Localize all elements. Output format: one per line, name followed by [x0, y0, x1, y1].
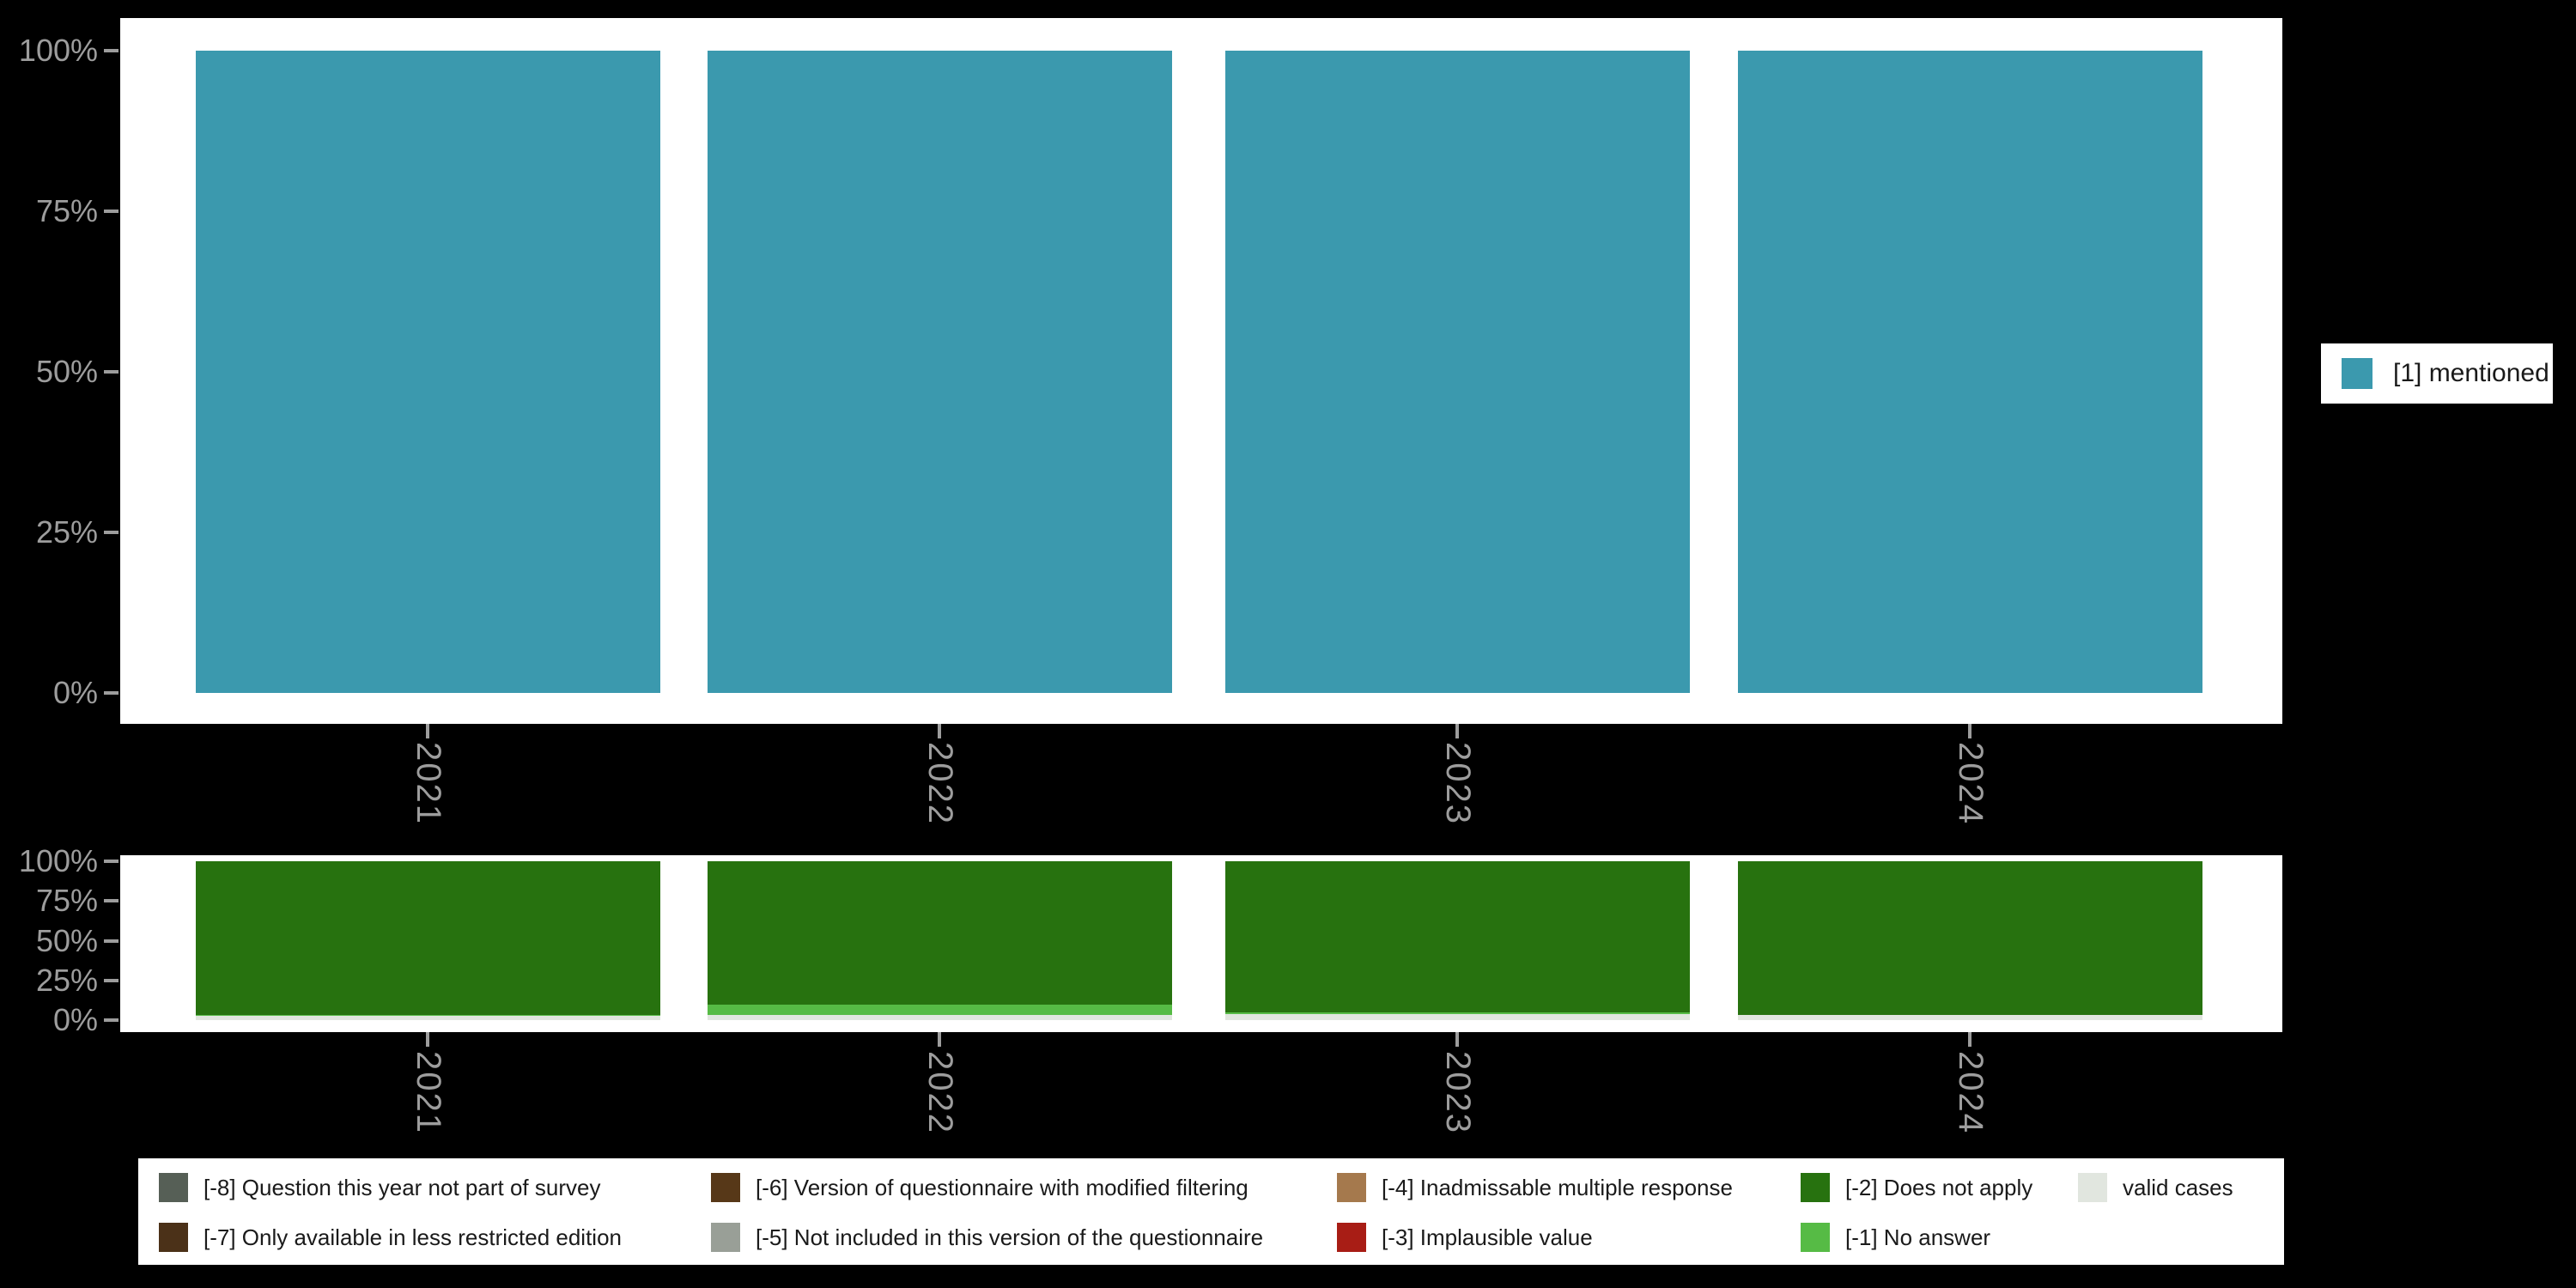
- seg-2021-valid-cases: [196, 1016, 660, 1020]
- m7-swatch: [159, 1223, 188, 1252]
- missing-xlabel-2021: 2021: [410, 1051, 447, 1134]
- top-ytickmark-50: [104, 370, 118, 374]
- m4-swatch: [1337, 1173, 1366, 1202]
- seg-2022-valid-cases: [708, 1015, 1172, 1020]
- m3-swatch: [1337, 1223, 1366, 1252]
- stack-2024: [1738, 861, 2202, 1020]
- top-plot-area: [120, 51, 2282, 693]
- seg-2024-valid-cases: [1738, 1014, 2202, 1020]
- missing-xtickmark-2021: [426, 1032, 429, 1047]
- m8-swatch: [159, 1173, 188, 1202]
- m6-label: [-6] Version of questionnaire with modif…: [756, 1174, 1249, 1200]
- missing-xlabel-2022: 2022: [921, 1051, 959, 1134]
- m3-label: [-3] Implausible value: [1382, 1224, 1593, 1250]
- top-ytickmark-100: [104, 49, 118, 52]
- legend-item-m2: [-2] Does not apply: [1801, 1172, 2032, 1203]
- legend-item-m6: [-6] Version of questionnaire with modif…: [711, 1172, 1249, 1203]
- mentioned-legend-label: [1] mentioned: [2393, 359, 2549, 387]
- stack-2023: [1225, 861, 1690, 1020]
- missing-xtickmark-2023: [1455, 1032, 1459, 1047]
- top-ytick-75: 75%: [35, 193, 98, 228]
- top-xtickmark-2021: [426, 724, 429, 738]
- seg-2021-no-answer: [196, 1014, 660, 1017]
- valid-swatch: [2078, 1173, 2107, 1202]
- stack-2022: [708, 861, 1172, 1020]
- top-ytick-50: 50%: [35, 354, 98, 389]
- m4-label: [-4] Inadmissable multiple response: [1382, 1174, 1733, 1200]
- legend-item-m5: [-5] Not included in this version of the…: [711, 1222, 1263, 1253]
- missing-ytick-100: 100%: [18, 843, 98, 878]
- m5-swatch: [711, 1223, 740, 1252]
- missing-ytick-25: 25%: [35, 963, 98, 998]
- seg-2021-does-not-apply: [196, 861, 660, 1015]
- valid-label: valid cases: [2123, 1174, 2233, 1200]
- top-ytickmark-25: [104, 531, 118, 534]
- legend-item-m8: [-8] Question this year not part of surv…: [159, 1172, 600, 1203]
- top-xtickmark-2023: [1455, 724, 1459, 738]
- top-xlabel-2021: 2021: [410, 742, 447, 825]
- m7-label: [-7] Only available in less restricted e…: [204, 1224, 623, 1250]
- legend-item-valid: valid cases: [2078, 1172, 2233, 1203]
- m1-label: [-1] No answer: [1845, 1224, 1991, 1250]
- top-ytick-100: 100%: [18, 33, 98, 68]
- top-xtickmark-2024: [1968, 724, 1971, 738]
- m1-swatch: [1801, 1223, 1830, 1252]
- missing-xlabel-2024: 2024: [1952, 1051, 1990, 1134]
- missing-xtickmark-2024: [1968, 1032, 1971, 1047]
- legend-item-m4: [-4] Inadmissable multiple response: [1337, 1172, 1733, 1203]
- mentioned-legend: [1] mentioned: [2321, 343, 2553, 404]
- legend-item-m1: [-1] No answer: [1801, 1222, 1990, 1253]
- seg-2024-does-not-apply: [1738, 861, 2202, 1015]
- top-xlabel-2024: 2024: [1952, 742, 1990, 825]
- missing-plot-area: [120, 861, 2282, 1020]
- top-ytick-0: 0%: [52, 675, 98, 710]
- seg-2023-no-answer: [1225, 1012, 1690, 1014]
- top-xlabel-2022: 2022: [921, 742, 959, 825]
- missing-ytickmark-25: [104, 979, 118, 982]
- missing-ytick-75: 75%: [35, 883, 98, 918]
- legend-item-m7: [-7] Only available in less restricted e…: [159, 1222, 622, 1253]
- m8-label: [-8] Question this year not part of surv…: [204, 1174, 601, 1200]
- missing-chart-panel: [120, 855, 2282, 1032]
- missing-ytickmark-0: [104, 1018, 118, 1022]
- mentioned-legend-swatch: [2342, 358, 2372, 389]
- missing-xlabel-2023: 2023: [1439, 1051, 1477, 1134]
- seg-2022-does-not-apply: [708, 861, 1172, 1005]
- top-ytick-25: 25%: [35, 514, 98, 550]
- bar-2021-mentioned: [196, 51, 660, 693]
- seg-2023-does-not-apply: [1225, 861, 1690, 1012]
- top-xlabel-2023: 2023: [1439, 742, 1477, 825]
- bar-2024-mentioned: [1738, 51, 2202, 693]
- seg-2023-valid-cases: [1225, 1013, 1690, 1020]
- stack-2021: [196, 861, 660, 1020]
- missing-ytickmark-75: [104, 899, 118, 902]
- m2-swatch: [1801, 1173, 1830, 1202]
- seg-2022-no-answer: [708, 1004, 1172, 1016]
- bar-2023-mentioned: [1225, 51, 1690, 693]
- m5-label: [-5] Not included in this version of the…: [756, 1224, 1264, 1250]
- missing-xtickmark-2022: [938, 1032, 941, 1047]
- missing-ytick-50: 50%: [35, 923, 98, 958]
- missing-ytick-0: 0%: [52, 1002, 98, 1037]
- top-chart-panel: [120, 18, 2282, 724]
- bar-2022-mentioned: [708, 51, 1172, 693]
- missing-values-legend: [-8] Question this year not part of surv…: [138, 1158, 2284, 1265]
- top-ytickmark-75: [104, 210, 118, 213]
- legend-item-m3: [-3] Implausible value: [1337, 1222, 1593, 1253]
- missing-ytickmark-100: [104, 860, 118, 863]
- top-ytickmark-0: [104, 691, 118, 695]
- m2-label: [-2] Does not apply: [1845, 1174, 2033, 1200]
- missing-ytickmark-50: [104, 939, 118, 943]
- top-xtickmark-2022: [938, 724, 941, 738]
- m6-swatch: [711, 1173, 740, 1202]
